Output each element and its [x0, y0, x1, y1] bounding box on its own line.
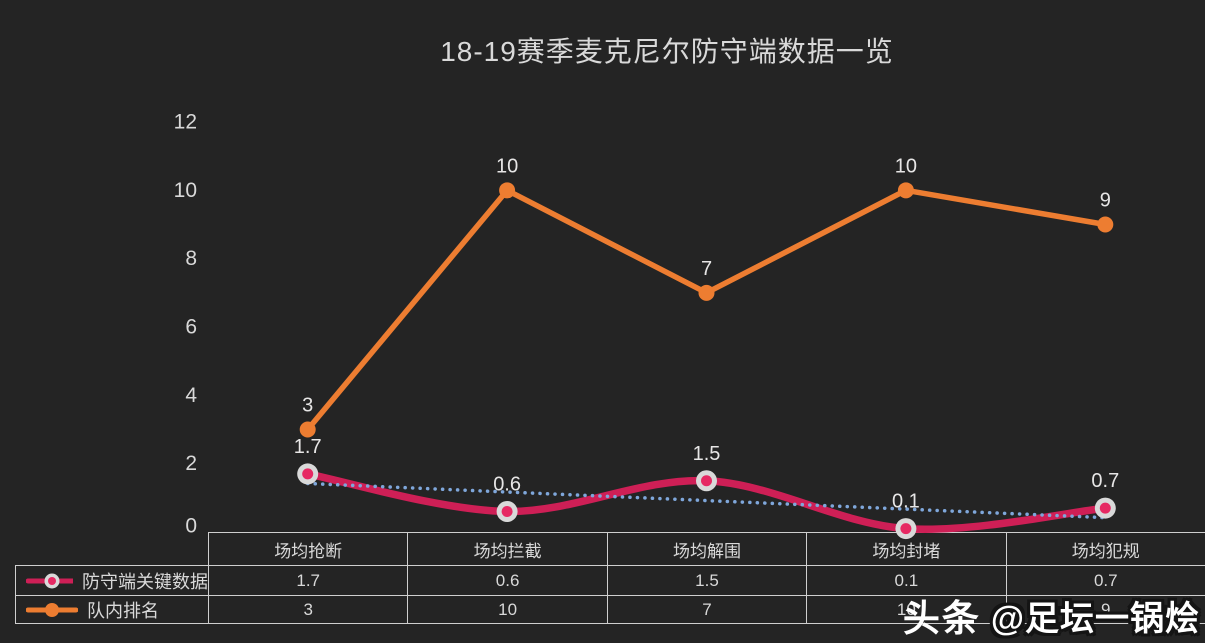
table-cell-value: 7 — [606, 595, 808, 624]
table-cell-value: 10 — [806, 595, 1007, 624]
legend-item-defense: 防守端关键数据 — [15, 565, 209, 596]
table-cell-value: 0.6 — [407, 565, 608, 596]
table-cell-value: 3 — [207, 595, 409, 624]
series-line-defense — [303, 470, 1110, 533]
defense-data-label: 1.7 — [294, 436, 322, 458]
series-line-rank — [304, 187, 1109, 433]
data-table: 场均抢断 场均拦截 场均解围 场均封堵 场均犯规 防守端关键数据 1.7 0.6… — [15, 532, 1205, 624]
defense-data-label: 1.5 — [693, 443, 721, 465]
orange-line-marker-icon — [26, 602, 78, 617]
chart-title: 18-19赛季麦克尼尔防守端数据一览 — [440, 36, 894, 67]
y-axis-tick-label: 10 — [174, 179, 197, 202]
defense-data-point-ring — [696, 470, 717, 492]
rank-data-point-marker — [1097, 216, 1114, 233]
legend-label-defense: 防守端关键数据 — [82, 571, 208, 592]
table-cell-value: 1.7 — [207, 565, 409, 596]
trendline-dotted — [305, 481, 1108, 520]
watermark: 头条 @足坛一锅烩 — [903, 588, 1200, 642]
table-header-category: 场均解围 — [606, 532, 808, 566]
table-header-category: 场均抢断 — [207, 532, 409, 566]
rank-data-point-marker — [299, 421, 316, 438]
rank-data-label: 10 — [496, 155, 518, 177]
table-header-category: 场均拦截 — [407, 532, 608, 566]
table-header-category: 场均封堵 — [806, 532, 1007, 566]
defense-data-label: 0.6 — [493, 474, 521, 496]
defense-data-label: 0.7 — [1091, 470, 1119, 492]
defense-data-point-marker — [501, 506, 513, 517]
rank-data-label: 3 — [302, 395, 313, 417]
defense-data-point-ring — [496, 501, 518, 522]
legend-label-rank: 队内排名 — [87, 600, 159, 621]
table-corner-blank — [16, 533, 209, 566]
table-cell-value: 0.7 — [1005, 565, 1205, 596]
watermark-brand: 头条 — [902, 598, 981, 639]
defense-data-point-marker — [701, 475, 712, 487]
watermark-handle: @足坛一锅烩 — [990, 599, 1200, 638]
defense-data-point-marker — [1099, 502, 1111, 514]
y-axis-tick-label: 12 — [174, 111, 197, 134]
table-header-row: 场均抢断 场均拦截 场均解围 场均封堵 场均犯规 — [16, 532, 1205, 566]
y-axis-tick-label: 2 — [185, 452, 197, 475]
table-cell-value: 1.5 — [606, 565, 808, 596]
table-cell-value: 10 — [407, 595, 608, 624]
legend-item-rank: 队内排名 — [15, 595, 209, 624]
table-cell-value: 0.1 — [806, 565, 1007, 596]
defense-data-point-ring — [1094, 497, 1116, 519]
rank-data-label: 10 — [895, 155, 917, 177]
table-cell-value: 9 — [1005, 595, 1205, 624]
rank-data-label: 7 — [701, 258, 712, 280]
rank-data-label: 9 — [1100, 190, 1111, 212]
y-axis-tick-label: 4 — [185, 384, 197, 407]
defense-data-point-ring — [297, 463, 319, 485]
y-axis-tick-label: 6 — [185, 316, 197, 339]
rank-data-point-marker — [897, 182, 914, 199]
rank-data-point-marker — [698, 284, 715, 301]
crimson-line-marker-icon — [26, 573, 73, 588]
table-row-rank: 队内排名 3 10 7 10 9 — [15, 595, 1205, 624]
y-axis-tick-label: 8 — [185, 247, 197, 270]
rank-data-point-marker — [499, 182, 516, 199]
defense-data-point-marker — [302, 468, 314, 480]
table-header-category: 场均犯规 — [1005, 532, 1205, 566]
defense-data-label: 0.1 — [892, 491, 920, 513]
